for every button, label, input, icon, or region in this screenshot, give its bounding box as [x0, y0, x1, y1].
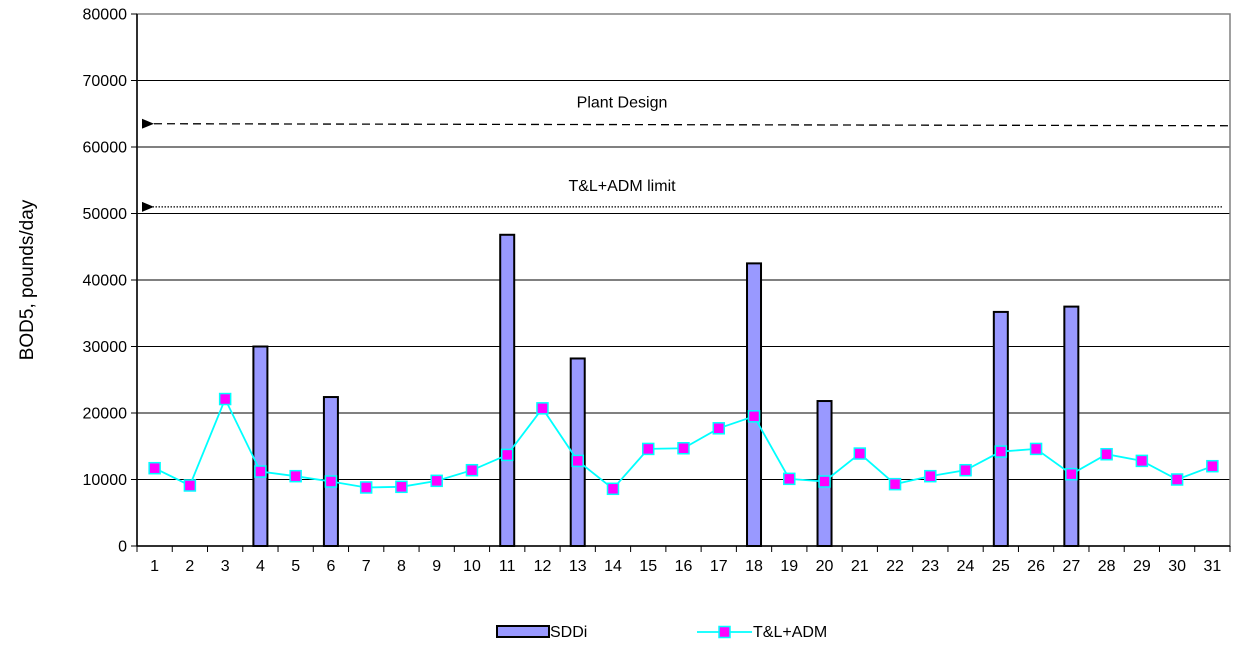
tl-adm-marker — [254, 465, 267, 478]
tl-adm-marker — [1065, 467, 1078, 481]
x-tick-label: 31 — [1203, 558, 1221, 575]
legend-swatch-sddi — [496, 625, 550, 638]
tl-adm-marker — [888, 477, 902, 491]
axes: 0 10000 20000 30000 40000 50000 60000 70000 8000… — [83, 7, 1231, 575]
tl-adm-marker — [853, 447, 867, 460]
legend-label-tl-adm: T&L+ADM — [753, 624, 827, 641]
tl-adm-series — [148, 392, 1219, 496]
x-tick-label: 29 — [1133, 558, 1151, 575]
reference-line — [141, 118, 1229, 129]
tl-adm-marker — [818, 475, 831, 488]
x-tick-label: 1 — [150, 558, 159, 575]
x-tick-label: 17 — [710, 558, 728, 575]
x-tick-label: 21 — [851, 558, 869, 575]
x-tick-label: 13 — [569, 558, 587, 575]
tl-adm-marker — [465, 463, 479, 477]
y-axis-title: BOD5, pounds/day — [17, 199, 38, 360]
x-tick-label: 14 — [604, 558, 622, 575]
tl-adm-marker — [430, 474, 443, 488]
tl-adm-marker — [747, 410, 761, 423]
tl-adm-marker — [395, 480, 408, 494]
tl-adm-marker — [218, 392, 232, 406]
x-tick-label: 19 — [780, 558, 798, 575]
tl-adm-marker — [606, 482, 620, 496]
x-tick-label: 15 — [639, 558, 657, 575]
x-tick-label: 23 — [921, 558, 939, 575]
sddi-bar — [322, 396, 339, 548]
x-tick-label: 30 — [1168, 558, 1186, 575]
sddi-bar — [746, 262, 763, 547]
legend: SDDi T&L+ADM — [496, 624, 827, 641]
tl-adm-marker — [359, 481, 373, 494]
reference-line-label: Plant Design — [577, 95, 668, 112]
x-tick-label: 26 — [1027, 558, 1045, 575]
tl-adm-marker — [500, 448, 514, 462]
sddi-bar — [499, 233, 516, 547]
x-tick-label: 4 — [256, 558, 265, 575]
tl-adm-marker — [1135, 454, 1149, 468]
y-tick-label: 20000 — [83, 406, 128, 423]
x-tick-label: 11 — [499, 558, 516, 575]
tl-adm-marker — [1029, 442, 1043, 456]
x-tick-label: 28 — [1098, 558, 1116, 575]
legend-swatch-tl-adm-marker — [718, 625, 731, 639]
y-tick-label: 60000 — [83, 140, 128, 157]
sddi-bar — [816, 400, 833, 547]
legend-label-sddi: SDDi — [550, 624, 587, 641]
x-tick-label: 20 — [816, 558, 834, 575]
tl-adm-marker — [571, 454, 584, 468]
x-tick-label: 6 — [326, 558, 335, 575]
tl-adm-marker — [183, 479, 197, 492]
sddi-bars — [252, 233, 1080, 548]
sddi-bar — [252, 345, 269, 547]
y-tick-label: 10000 — [83, 472, 128, 489]
tl-adm-marker — [712, 422, 726, 435]
tl-adm-marker — [924, 469, 937, 483]
reference-line-label: T&L+ADM limit — [568, 178, 676, 195]
tl-adm-marker — [1100, 447, 1113, 461]
x-tick-label: 18 — [745, 558, 763, 575]
reference-lines: Plant Design T&L+ADM limit — [141, 95, 1229, 212]
y-tick-label: 0 — [118, 539, 127, 556]
y-tick-label: 30000 — [83, 339, 128, 356]
tl-adm-marker — [289, 469, 302, 483]
tl-adm-marker — [783, 472, 796, 486]
tl-adm-marker — [1170, 473, 1184, 486]
tl-adm-marker — [641, 442, 655, 456]
sddi-bar — [1063, 305, 1080, 547]
x-tick-label: 8 — [397, 558, 406, 575]
y-tick-label: 70000 — [83, 73, 128, 90]
tl-adm-marker — [959, 463, 972, 477]
gridlines — [137, 80, 1230, 480]
x-tick-label: 12 — [534, 558, 552, 575]
x-tick-label: 9 — [432, 558, 441, 575]
x-tick-label: 5 — [291, 558, 300, 575]
y-tick-label: 80000 — [83, 7, 128, 24]
x-tick-label: 27 — [1062, 558, 1080, 575]
x-tick-label: 24 — [957, 558, 975, 575]
tl-adm-marker — [324, 475, 338, 488]
tl-adm-marker — [677, 441, 690, 455]
y-tick-label: 40000 — [83, 273, 128, 290]
y-tick-label: 50000 — [83, 206, 128, 223]
tl-adm-marker — [536, 402, 549, 415]
x-tick-label: 3 — [221, 558, 230, 575]
x-tick-label: 22 — [886, 558, 904, 575]
tl-adm-marker — [148, 461, 161, 475]
tl-adm-marker — [1206, 459, 1219, 473]
x-tick-label: 10 — [463, 558, 481, 575]
sddi-bar — [992, 310, 1009, 548]
x-tick-label: 25 — [992, 558, 1010, 575]
x-tick-label: 7 — [362, 558, 371, 575]
tl-adm-marker — [994, 445, 1008, 458]
x-tick-label: 2 — [185, 558, 194, 575]
x-tick-label: 16 — [675, 558, 693, 575]
